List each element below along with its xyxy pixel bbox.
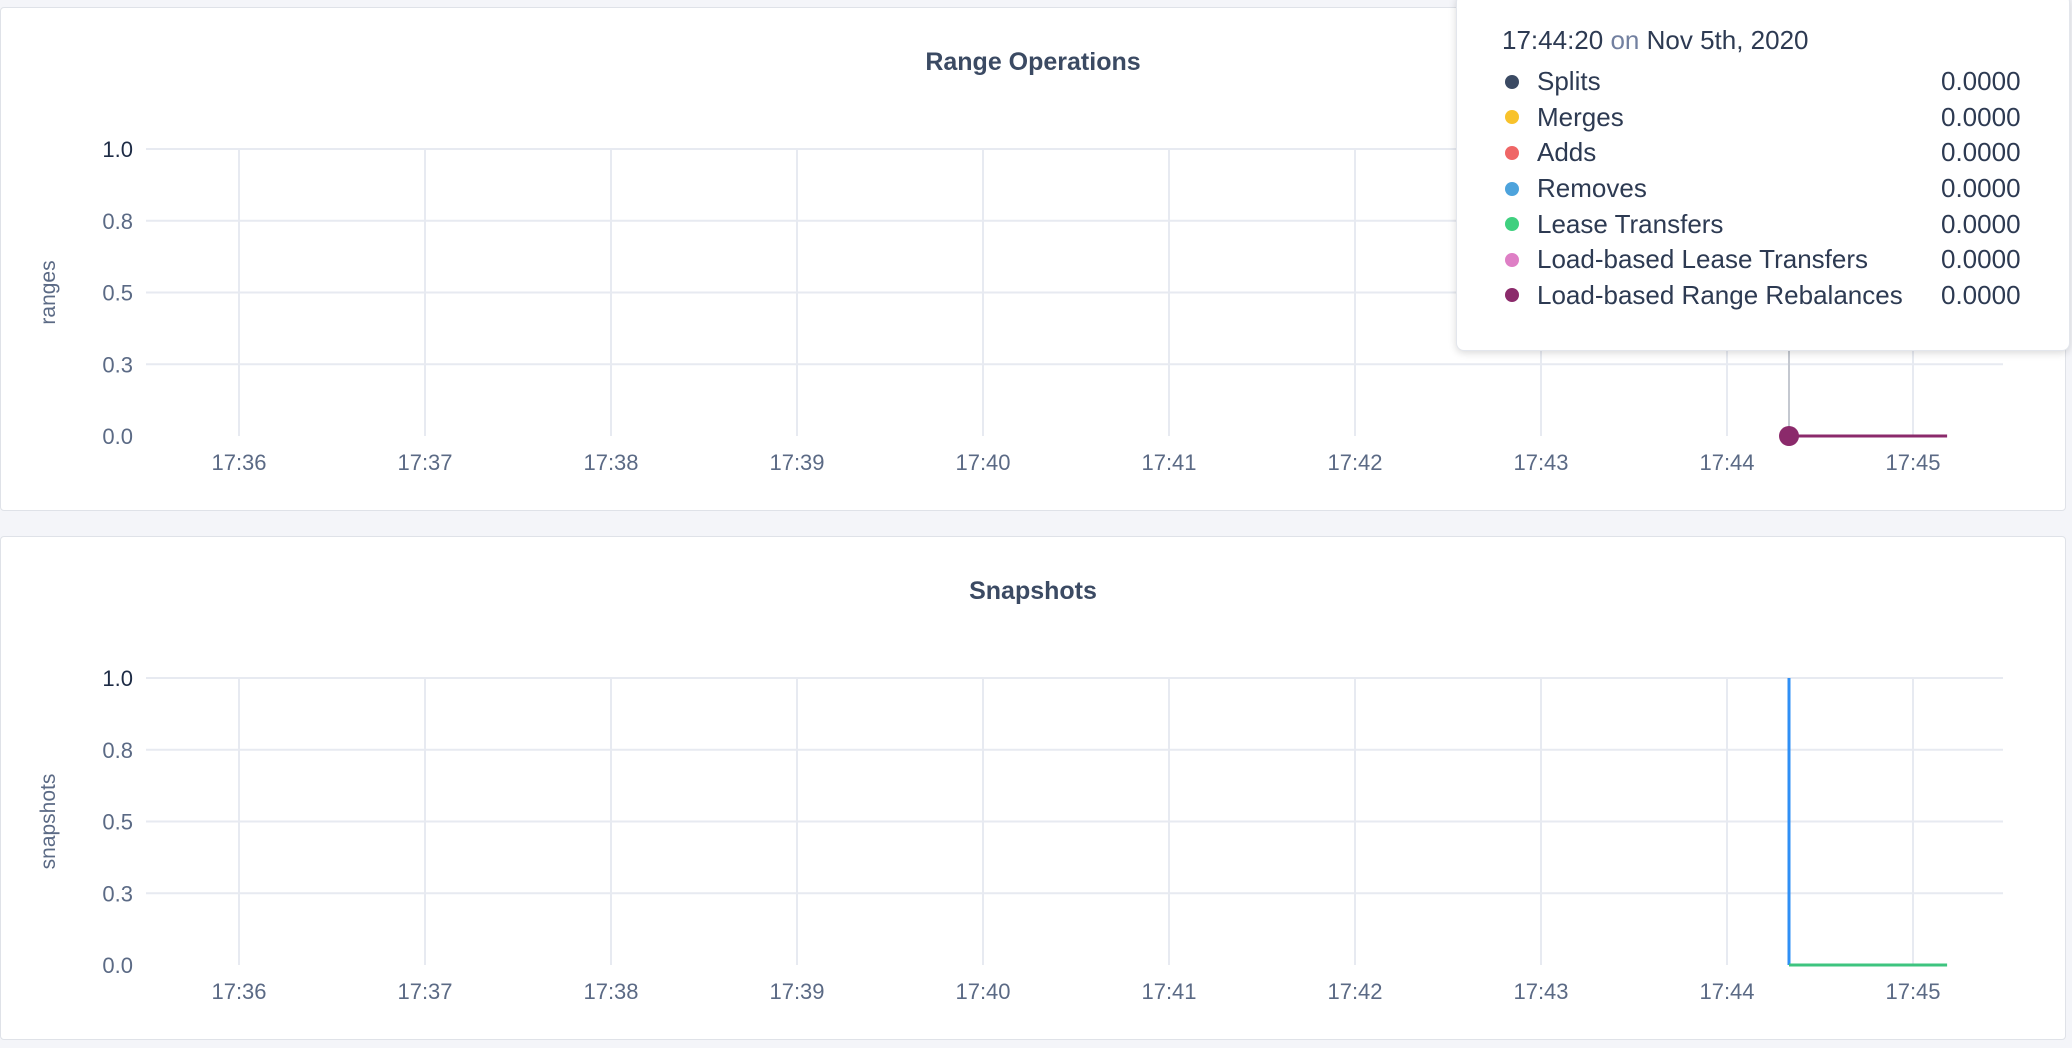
y-tick-label: 0.3	[102, 352, 133, 377]
tooltip-on: on	[1610, 25, 1640, 55]
x-tick-label: 17:42	[1327, 979, 1382, 1004]
series-name: Merges	[1537, 101, 1624, 132]
x-tick-label: 17:39	[769, 979, 824, 1004]
x-tick-label: 17:37	[397, 979, 452, 1004]
series-name: Load-based Range Rebalances	[1537, 279, 1903, 310]
x-tick-label: 17:40	[955, 450, 1010, 475]
series-name: Load-based Lease Transfers	[1537, 244, 1868, 275]
y-axis-label: ranges	[37, 260, 60, 324]
x-tick-label: 17:38	[583, 979, 638, 1004]
x-tick-label: 17:40	[955, 979, 1010, 1004]
y-tick-label: 0.8	[102, 738, 133, 763]
y-tick-label: 0.5	[102, 281, 133, 306]
series-value: 0.0000	[1941, 173, 2021, 204]
x-tick-label: 17:43	[1513, 450, 1568, 475]
series-dot-icon	[1505, 252, 1519, 267]
tooltip-row: Splits 0.0000	[1502, 64, 2069, 100]
hover-point-marker	[1779, 426, 1799, 446]
series-value: 0.0000	[1941, 208, 2021, 239]
series-value: 0.0000	[1941, 279, 2021, 310]
y-tick-label: 0.3	[102, 881, 133, 906]
tooltip-row: Removes 0.0000	[1502, 171, 2069, 207]
y-tick-label: 0.8	[102, 209, 133, 234]
x-tick-label: 17:41	[1141, 450, 1196, 475]
x-tick-label: 17:36	[211, 979, 266, 1004]
series-dot-icon	[1505, 181, 1519, 196]
snapshots-panel: Snapshots 1.0 0.8 0.5 0.3 0.0 17:36 17:37 17:38…	[0, 536, 2066, 1040]
chart-title: Snapshots	[969, 577, 1097, 605]
series-dot-icon	[1505, 145, 1519, 160]
series-value: 0.0000	[1941, 137, 2021, 168]
x-tick-label: 17:44	[1699, 450, 1754, 475]
series-name: Splits	[1537, 66, 1601, 97]
hover-tooltip: 17:44:20 on Nov 5th, 2020 Splits 0.0000 Me…	[1456, 0, 2070, 351]
snapshots-chart[interactable]: 1.0 0.8 0.5 0.3 0.0 17:36 17:37 17:38 17:39 17:40…	[1, 537, 2067, 1041]
x-tick-label: 17:38	[583, 450, 638, 475]
x-tick-label: 17:43	[1513, 979, 1568, 1004]
series-value: 0.0000	[1941, 66, 2021, 97]
x-tick-label: 17:44	[1699, 979, 1754, 1004]
y-axis-label: snapshots	[37, 774, 60, 870]
series-value: 0.0000	[1941, 101, 2021, 132]
tooltip-row: Lease Transfers 0.0000	[1502, 206, 2069, 242]
x-tick-label: 17:36	[211, 450, 266, 475]
tooltip-time: 17:44:20	[1502, 25, 1604, 55]
series-dot-icon	[1505, 110, 1519, 125]
y-tick-label: 1.0	[102, 666, 133, 691]
x-tick-label: 17:42	[1327, 450, 1382, 475]
series-name: Lease Transfers	[1537, 208, 1724, 239]
y-tick-label: 0.0	[102, 953, 133, 978]
series-name: Removes	[1537, 173, 1647, 204]
series-value: 0.0000	[1941, 244, 2021, 275]
y-tick-label: 0.0	[102, 424, 133, 449]
tooltip-row: Adds 0.0000	[1502, 135, 2069, 171]
tooltip-row: Load-based Lease Transfers 0.0000	[1502, 242, 2069, 278]
x-tick-label: 17:37	[397, 450, 452, 475]
tooltip-row: Merges 0.0000	[1502, 100, 2069, 136]
series-dot-icon	[1505, 217, 1519, 232]
x-tick-label: 17:45	[1885, 979, 1940, 1004]
series-dot-icon	[1505, 288, 1519, 303]
x-tick-label: 17:41	[1141, 979, 1196, 1004]
series-name: Adds	[1537, 137, 1597, 168]
tooltip-row: Load-based Range Rebalances 0.0000	[1502, 278, 2069, 314]
x-tick-label: 17:39	[769, 450, 824, 475]
chart-title: Range Operations	[925, 48, 1141, 76]
tooltip-date: Nov 5th, 2020	[1646, 25, 1809, 55]
tooltip-header: 17:44:20 on Nov 5th, 2020	[1502, 25, 2069, 56]
y-tick-label: 1.0	[102, 137, 133, 162]
range-operations-chart[interactable]: 1.0 0.8 0.5 0.3 0.0 17:36 17:37 17:38 17:39 17:40…	[1, 8, 2067, 512]
series-dot-icon	[1505, 74, 1519, 89]
y-tick-label: 0.5	[102, 810, 133, 835]
x-tick-label: 17:45	[1885, 450, 1940, 475]
